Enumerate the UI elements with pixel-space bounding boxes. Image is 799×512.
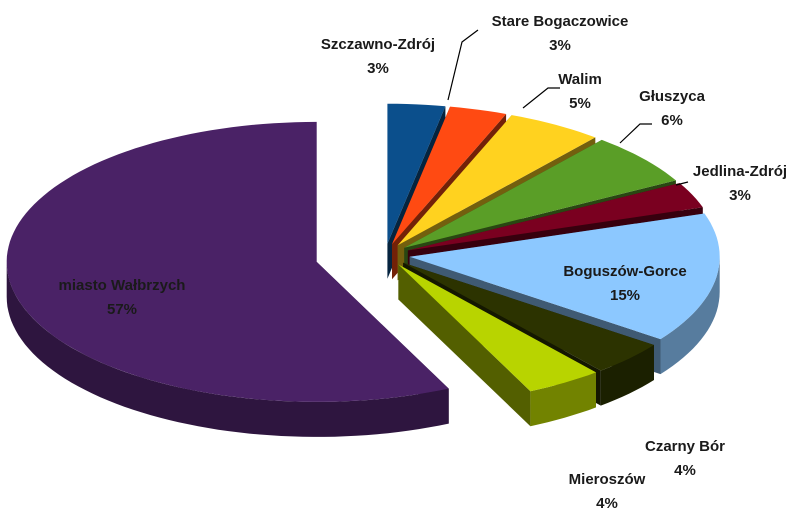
slice-value-label: 3% — [549, 37, 571, 54]
leader-line — [675, 181, 689, 186]
slice-value-label: 57% — [107, 301, 137, 318]
slice-label: Jedlina-Zdrój — [693, 163, 787, 180]
slice — [409, 213, 720, 340]
slice-side — [398, 264, 531, 427]
slice-value-label: 3% — [729, 187, 751, 204]
leader-line — [619, 123, 652, 144]
leader-line — [447, 29, 479, 101]
slice-value-label: 3% — [367, 60, 389, 77]
slice — [407, 183, 703, 251]
slice-value-label: 15% — [610, 287, 640, 304]
slice-side — [6, 261, 449, 437]
slice-label: Stare Bogaczowice — [492, 13, 629, 30]
slice-value-label: 4% — [596, 495, 618, 512]
pie — [6, 103, 720, 437]
slice-side — [660, 256, 720, 375]
slice-label: miasto Wałbrzych — [59, 277, 186, 294]
slice — [387, 103, 446, 244]
slice-label: Mieroszów — [569, 471, 646, 488]
slice — [403, 262, 654, 371]
slice-side — [530, 372, 596, 427]
slice-label: Szczawno-Zdrój — [321, 36, 435, 53]
slice — [398, 264, 596, 392]
slice — [6, 121, 449, 402]
slice-label: Głuszyca — [639, 88, 706, 105]
slice — [392, 106, 507, 245]
labels: Szczawno-Zdrój 3% Stare Bogaczowice 3% Walim… — [59, 13, 788, 512]
slice — [397, 115, 596, 246]
slice-value-label: 6% — [661, 112, 683, 129]
slice-side — [600, 345, 654, 406]
slice-value-label: 5% — [569, 95, 591, 112]
slice-label: Czarny Bór — [645, 438, 725, 455]
leader-line — [522, 87, 560, 109]
slice-value-label: 4% — [674, 462, 696, 479]
slice-label: Walim — [558, 71, 602, 88]
slice — [404, 139, 676, 248]
slice-label: Boguszów-Gorce — [563, 263, 686, 280]
